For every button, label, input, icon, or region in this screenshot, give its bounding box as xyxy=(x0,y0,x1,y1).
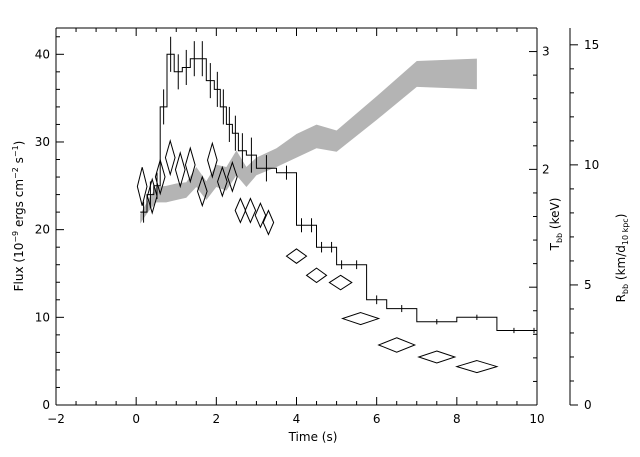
radius-diamond xyxy=(377,337,417,353)
radius-diamond xyxy=(217,165,228,198)
y-kT-tick-label: 2 xyxy=(542,162,550,176)
radius-diamond xyxy=(285,248,308,264)
y-radius-tick-label: 15 xyxy=(584,38,599,52)
x-tick-label: 8 xyxy=(453,412,461,426)
radius-diamond xyxy=(227,160,238,193)
radius-diamond xyxy=(417,350,457,364)
radius-diamond xyxy=(305,267,328,284)
x-tick-label: 4 xyxy=(293,412,301,426)
radius-diamond xyxy=(136,167,148,206)
radius-diamond xyxy=(328,274,353,291)
radius-diamond xyxy=(244,197,257,224)
y-left-tick-label: 40 xyxy=(35,47,50,61)
radius-diamond xyxy=(254,202,267,229)
y-kT-tick-label: 3 xyxy=(542,45,550,59)
x-axis-title: Time (s) xyxy=(288,430,338,444)
radius-diamond xyxy=(184,146,196,184)
y-radius-tick-label: 10 xyxy=(584,158,599,172)
radius-diamond xyxy=(146,177,158,215)
y-left-tick-label: 20 xyxy=(35,223,50,237)
flux-histogram xyxy=(140,53,537,331)
x-tick-label: 6 xyxy=(373,412,381,426)
temperature-band xyxy=(140,58,477,224)
y-radius-axis-title: Rbb (km/d10 kpc) xyxy=(614,214,630,303)
radius-diamond xyxy=(455,360,499,374)
y-left-tick-label: 10 xyxy=(35,310,50,324)
radius-diamond xyxy=(234,197,247,224)
x-tick-label: 10 xyxy=(529,412,544,426)
radius-diamond xyxy=(206,141,218,179)
x-tick-label: 2 xyxy=(213,412,221,426)
radius-diamond xyxy=(174,151,186,189)
y-left-tick-label: 30 xyxy=(35,135,50,149)
y-left-tick-label: 0 xyxy=(42,398,50,412)
y-left-axis-title: Flux (10−9 ergs cm−2 s−1) xyxy=(11,141,26,292)
radius-diamond xyxy=(196,175,208,208)
radius-diamond xyxy=(262,209,275,236)
x-tick-label: 0 xyxy=(132,412,140,426)
radius-diamond xyxy=(341,312,381,326)
y-radius-tick-label: 5 xyxy=(584,278,592,292)
radius-diamond xyxy=(164,139,176,177)
y-kT-axis-title: Tbb (keV) xyxy=(548,198,564,252)
radius-diamond xyxy=(154,158,166,196)
y-radius-tick-label: 0 xyxy=(584,398,592,412)
x-tick-label: −2 xyxy=(47,412,65,426)
